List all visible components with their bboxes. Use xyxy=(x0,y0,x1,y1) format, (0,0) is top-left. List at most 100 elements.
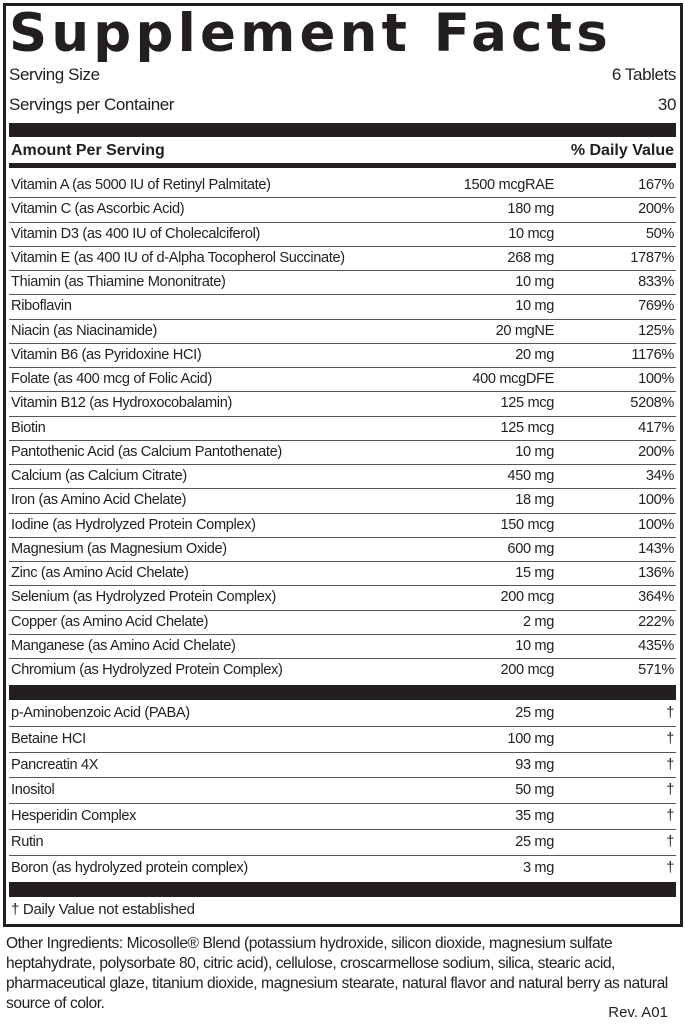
nutrient-amount: 10 mg xyxy=(515,443,554,460)
thick-divider xyxy=(9,123,676,137)
nutrient-daily-value: † xyxy=(666,782,674,799)
nutrient-daily-value: 50% xyxy=(645,225,675,242)
nutrient-daily-value: 571% xyxy=(638,662,674,678)
nutrient-daily-value: 167% xyxy=(638,177,674,193)
nutrient-row: Rutin 25 mg † xyxy=(9,830,676,856)
nutrient-name: Betaine HCI xyxy=(11,730,86,747)
nutrient-amount: 100 mg xyxy=(507,730,554,747)
nutrient-name: Zinc (as Amino Acid Chelate) xyxy=(11,565,189,581)
nutrient-daily-value: 143% xyxy=(638,540,674,557)
nutrient-row: p-Aminobenzoic Acid (PABA) 25 mg † xyxy=(9,701,676,727)
other-nutrient-table: p-Aminobenzoic Acid (PABA) 25 mg † Betaine … xyxy=(9,701,676,881)
nutrient-amount: 125 mcg xyxy=(500,419,554,436)
nutrient-name: Magnesium (as Magnesium Oxide) xyxy=(11,540,227,557)
thick-divider xyxy=(9,685,676,700)
panel-title: Supplement Facts xyxy=(9,3,612,64)
nutrient-amount: 35 mg xyxy=(515,808,554,825)
nutrient-row: Pancreatin 4X 93 mg † xyxy=(9,753,676,779)
nutrient-name: Inositol xyxy=(11,782,55,799)
nutrient-daily-value: † xyxy=(666,705,674,721)
nutrient-name: Hesperidin Complex xyxy=(11,808,137,825)
nutrient-name: Boron (as hydrolyzed protein complex) xyxy=(11,859,248,876)
nutrient-name: Pantothenic Acid (as Calcium Pantothenat… xyxy=(11,443,282,460)
nutrient-amount: 2 mg xyxy=(522,613,554,630)
nutrient-amount: 180 mg xyxy=(507,201,554,218)
nutrient-daily-value: 769% xyxy=(638,298,674,315)
nutrient-row: Calcium (as Calcium Citrate) 450 mg 34% xyxy=(9,465,676,490)
nutrient-name: Pancreatin 4X xyxy=(11,756,99,773)
nutrient-daily-value: 417% xyxy=(638,419,674,436)
nutrient-row: Boron (as hydrolyzed protein complex) 3 m… xyxy=(9,856,676,881)
nutrient-row: Vitamin B12 (as Hydroxocobalamin) 125 mcg… xyxy=(9,392,676,417)
nutrient-daily-value: 833% xyxy=(638,274,674,290)
nutrient-name: Biotin xyxy=(11,419,46,436)
nutrient-row: Iodine (as Hydrolyzed Protein Complex) 15… xyxy=(9,514,676,538)
nutrient-name: Riboflavin xyxy=(11,298,72,315)
nutrient-daily-value: 1787% xyxy=(630,249,674,266)
nutrient-daily-value: 1176% xyxy=(631,346,674,363)
nutrient-amount: 150 mcg xyxy=(500,516,554,533)
nutrient-amount: 25 mg xyxy=(515,705,554,721)
nutrient-row: Vitamin C (as Ascorbic Acid) 180 mg 200% xyxy=(9,198,676,223)
nutrient-daily-value: 100% xyxy=(638,492,674,509)
nutrient-row: Folate (as 400 mcg of Folic Acid) 400 mcg… xyxy=(9,368,676,393)
nutrient-name: Vitamin C (as Ascorbic Acid) xyxy=(11,201,185,218)
nutrient-daily-value: † xyxy=(666,730,674,747)
nutrient-amount: 450 mg xyxy=(507,468,554,484)
nutrient-name: Iodine (as Hydrolyzed Protein Complex) xyxy=(11,516,256,533)
nutrient-name: Niacin (as Niacinamide) xyxy=(11,322,158,339)
nutrient-daily-value: 200% xyxy=(638,443,674,460)
nutrient-name: Vitamin E (as 400 IU of d-Alpha Tocopher… xyxy=(11,249,345,266)
revision-code: Rev. A01 xyxy=(608,1004,668,1021)
nutrient-daily-value: 100% xyxy=(638,516,674,533)
column-header: Amount Per Serving % Daily Value xyxy=(11,142,674,160)
nutrient-amount: 400 mcgDFE xyxy=(472,371,554,387)
nutrient-amount: 10 mg xyxy=(515,637,554,654)
medium-divider xyxy=(9,163,676,168)
nutrient-name: Vitamin D3 (as 400 IU of Cholecalciferol… xyxy=(11,225,260,242)
nutrient-amount: 50 mg xyxy=(515,782,554,799)
nutrient-daily-value: † xyxy=(666,833,674,850)
nutrient-daily-value: 125% xyxy=(638,322,674,339)
nutrient-amount: 600 mg xyxy=(507,540,554,557)
nutrient-daily-value: 364% xyxy=(638,589,674,606)
servings-per-container-label: Servings per Container xyxy=(9,95,175,114)
nutrient-row: Vitamin B6 (as Pyridoxine HCI) 20 mg 1176% xyxy=(9,344,676,368)
nutrient-row: Pantothenic Acid (as Calcium Pantothenat… xyxy=(9,441,676,465)
servings-per-container-row: Servings per Container 30 xyxy=(9,95,676,115)
nutrient-daily-value: 5208% xyxy=(630,395,674,412)
nutrient-amount: 93 mg xyxy=(515,756,554,773)
nutrient-row: Niacin (as Niacinamide) 20 mgNE 125% xyxy=(9,320,676,344)
nutrient-daily-value: † xyxy=(666,808,674,825)
nutrient-name: Iron (as Amino Acid Chelate) xyxy=(11,492,187,509)
nutrient-table: Vitamin A (as 5000 IU of Retinyl Palmita… xyxy=(9,174,676,682)
nutrient-row: Iron (as Amino Acid Chelate) 18 mg 100% xyxy=(9,489,676,514)
nutrient-name: Calcium (as Calcium Citrate) xyxy=(11,468,187,484)
nutrient-name: Folate (as 400 mcg of Folic Acid) xyxy=(11,371,212,387)
other-ingredients: Other Ingredients: Micosolle® Blend (pot… xyxy=(6,935,668,1012)
nutrient-row: Betaine HCI 100 mg † xyxy=(9,727,676,753)
nutrient-name: Thiamin (as Thiamine Mononitrate) xyxy=(11,274,226,290)
nutrient-row: Thiamin (as Thiamine Mononitrate) 10 mg 83… xyxy=(9,271,676,296)
nutrient-name: Selenium (as Hydrolyzed Protein Complex) xyxy=(11,589,277,606)
serving-size-value: 6 Tablets xyxy=(611,65,677,84)
nutrient-row: Vitamin A (as 5000 IU of Retinyl Palmita… xyxy=(9,174,676,199)
nutrient-row: Copper (as Amino Acid Chelate) 2 mg 222% xyxy=(9,611,676,635)
nutrient-amount: 3 mg xyxy=(522,859,554,876)
nutrient-name: Copper (as Amino Acid Chelate) xyxy=(11,613,209,630)
nutrient-daily-value: 435% xyxy=(638,637,674,654)
nutrient-row: Vitamin D3 (as 400 IU of Cholecalciferol… xyxy=(9,223,676,247)
nutrient-amount: 10 mg xyxy=(515,298,554,315)
nutrient-amount: 25 mg xyxy=(515,833,554,850)
thick-divider xyxy=(9,882,676,897)
nutrient-daily-value: 136% xyxy=(638,565,674,581)
nutrient-row: Riboflavin 10 mg 769% xyxy=(9,295,676,320)
nutrient-amount: 1500 mcgRAE xyxy=(463,177,555,193)
serving-size-label: Serving Size xyxy=(9,65,100,84)
nutrient-row: Inositol 50 mg † xyxy=(9,778,676,805)
nutrient-amount: 268 mg xyxy=(507,249,554,266)
nutrient-daily-value: 34% xyxy=(645,468,675,484)
nutrient-amount: 20 mgNE xyxy=(495,322,555,339)
nutrient-amount: 10 mg xyxy=(515,274,554,290)
nutrient-name: Chromium (as Hydrolyzed Protein Complex) xyxy=(11,662,283,678)
